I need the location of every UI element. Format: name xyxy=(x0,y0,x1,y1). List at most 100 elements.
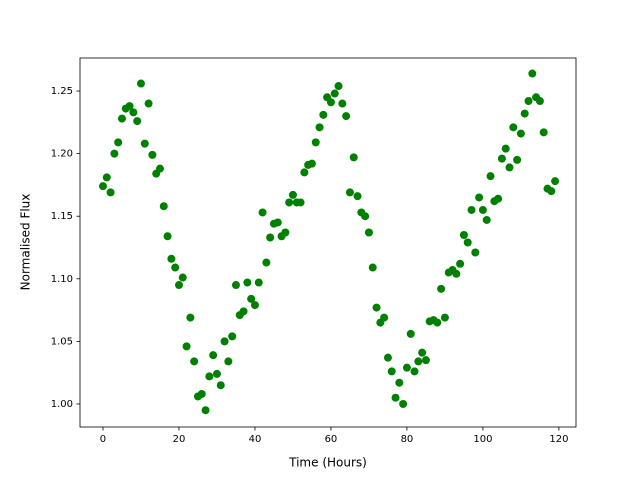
point xyxy=(243,278,252,287)
point xyxy=(239,307,248,316)
point xyxy=(205,372,214,381)
point xyxy=(353,192,362,201)
point xyxy=(212,369,221,378)
x-tick-label: 40 xyxy=(249,434,262,445)
point xyxy=(497,154,506,163)
point xyxy=(307,159,316,168)
point xyxy=(478,205,487,214)
point xyxy=(117,114,126,123)
point xyxy=(110,149,119,158)
point xyxy=(102,173,111,182)
point xyxy=(281,228,290,237)
point xyxy=(190,357,199,366)
point xyxy=(452,269,461,278)
point xyxy=(178,273,187,282)
point xyxy=(399,399,408,408)
x-tick-label: 0 xyxy=(100,434,106,445)
y-axis-label: Normalised Flux xyxy=(19,194,33,291)
y-tick-label: 1.20 xyxy=(51,149,73,160)
point xyxy=(182,342,191,351)
x-tick-label: 80 xyxy=(401,434,414,445)
point xyxy=(288,190,297,199)
x-tick-label: 100 xyxy=(473,434,492,445)
point xyxy=(254,278,263,287)
x-tick-label: 120 xyxy=(549,434,568,445)
point xyxy=(437,284,446,293)
point xyxy=(98,182,107,191)
point xyxy=(387,367,396,376)
point xyxy=(209,351,218,360)
point xyxy=(262,258,271,267)
point xyxy=(201,406,210,415)
point xyxy=(383,353,392,362)
point xyxy=(418,348,427,357)
point xyxy=(361,212,370,221)
point xyxy=(266,233,275,242)
point xyxy=(133,117,142,126)
point xyxy=(494,194,503,203)
point xyxy=(421,356,430,365)
point xyxy=(315,123,324,132)
y-tick-label: 1.10 xyxy=(51,274,73,285)
point xyxy=(136,79,145,88)
point xyxy=(524,97,533,106)
point xyxy=(167,254,176,263)
point xyxy=(372,303,381,312)
point xyxy=(338,99,347,108)
point xyxy=(391,393,400,402)
point xyxy=(106,188,115,197)
x-tick-label: 20 xyxy=(173,434,186,445)
point xyxy=(475,193,484,202)
point xyxy=(186,313,195,322)
point xyxy=(513,155,522,164)
point xyxy=(406,329,415,338)
point xyxy=(163,232,172,241)
point xyxy=(319,110,328,119)
point xyxy=(258,208,267,217)
point xyxy=(414,357,423,366)
point xyxy=(520,109,529,118)
point xyxy=(501,144,510,153)
point xyxy=(228,332,237,341)
point xyxy=(486,172,495,181)
point xyxy=(159,202,168,211)
point xyxy=(247,294,256,303)
point xyxy=(516,129,525,138)
x-tick-label: 60 xyxy=(325,434,338,445)
point xyxy=(334,82,343,91)
point xyxy=(402,363,411,372)
y-tick-label: 1.00 xyxy=(51,399,73,410)
point xyxy=(224,357,233,366)
point xyxy=(364,228,373,237)
point xyxy=(273,218,282,227)
point xyxy=(463,238,472,247)
point xyxy=(535,97,544,106)
point xyxy=(220,337,229,346)
point xyxy=(285,198,294,207)
point xyxy=(140,139,149,148)
point xyxy=(467,205,476,214)
point xyxy=(410,367,419,376)
point xyxy=(144,99,153,108)
point xyxy=(395,378,404,387)
point xyxy=(296,198,305,207)
y-tick-label: 1.05 xyxy=(51,336,73,347)
point xyxy=(459,230,468,239)
point xyxy=(250,301,259,310)
point xyxy=(300,168,309,177)
point xyxy=(311,138,320,147)
point xyxy=(547,187,556,196)
point xyxy=(148,150,157,159)
x-axis-label: Time (Hours) xyxy=(288,456,367,470)
point xyxy=(433,318,442,327)
point xyxy=(197,389,206,398)
point xyxy=(216,381,225,390)
point xyxy=(326,98,335,107)
point xyxy=(539,128,548,137)
point xyxy=(125,102,134,111)
point xyxy=(482,215,491,224)
point xyxy=(171,263,180,272)
point xyxy=(368,263,377,272)
